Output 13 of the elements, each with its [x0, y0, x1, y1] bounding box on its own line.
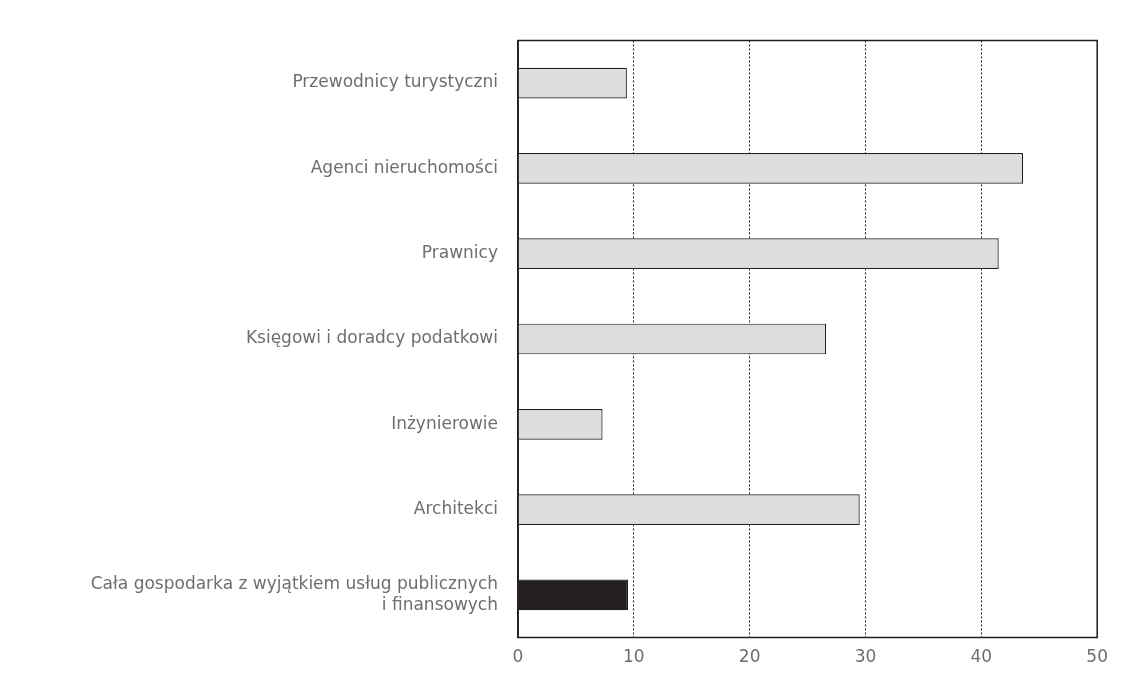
y-tick-label: Architekci	[413, 498, 498, 519]
y-tick-label: Agenci nieruchomości	[310, 156, 498, 177]
y-tick-label: Prawnicy	[421, 242, 498, 263]
y-tick-label: Cała gospodarka z wyjątkiem usług publicznych i finansowych	[90, 573, 498, 614]
x-tick-label: 10	[623, 646, 645, 667]
x-tick-label: 50	[1086, 646, 1108, 667]
x-tick-label: 20	[738, 646, 761, 667]
x-tick-label: 40	[970, 646, 993, 667]
y-tick-label: Przewodnicy turystyczni	[292, 71, 498, 92]
y-tick-label: Inżynierowie	[391, 412, 498, 433]
y-tick-label: Księgowi i doradcy podatkowi	[245, 327, 498, 348]
x-tick-label: 30	[854, 646, 877, 667]
x-tick-label: 0	[512, 646, 524, 667]
